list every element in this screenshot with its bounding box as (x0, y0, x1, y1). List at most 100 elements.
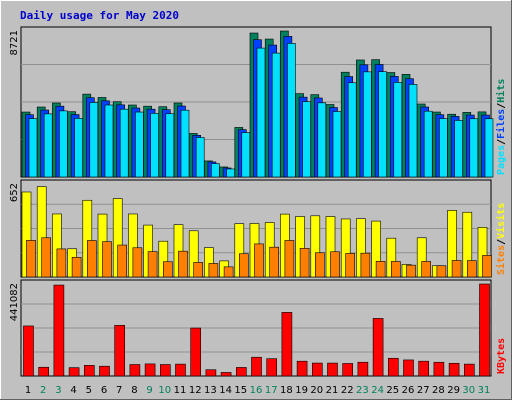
kbytes-bar-kbytes (403, 359, 414, 377)
legend-separator: / (496, 103, 507, 109)
hits-bar-pages (28, 118, 38, 178)
visits-bar-sites (421, 261, 432, 278)
hits-bar-pages (332, 111, 342, 178)
visits-bar-sites (26, 240, 36, 278)
x-tick-label: 11 (174, 385, 187, 396)
x-tick-label: 9 (146, 385, 152, 396)
kbytes-bar-kbytes (99, 365, 110, 377)
x-axis-day-labels: 1 2 3 4 5 6 7 8 9 10 11 12 13 14 15 16 17 18 19 20 21 22 23 24 2… (25, 385, 491, 396)
visits-bar-sites (132, 247, 143, 278)
visits-bar-sites (117, 244, 127, 278)
chart-panels: 8721Pages/Files/Hits652Sites/Visits44108… (9, 26, 507, 377)
x-tick-label: 10 (158, 385, 171, 396)
x-tick-label: 6 (101, 385, 107, 396)
legend-visits: Visits (495, 203, 507, 239)
x-tick-label: 23 (356, 385, 369, 396)
visits-bar-sites (330, 251, 340, 278)
visits-bar-sites (451, 260, 462, 278)
hits-y-max-label: 8721 (9, 30, 20, 55)
hits-bar-pages (104, 104, 114, 178)
visits-series-sites (26, 237, 492, 278)
hits-bar-pages (317, 102, 327, 178)
visits-series-legend: Sites/Visits (495, 203, 507, 275)
hits-bar-pages (287, 43, 296, 178)
hits-bar-pages (211, 163, 220, 178)
hits-bar-pages (378, 71, 387, 178)
x-tick-label: 29 (447, 385, 460, 396)
visits-y-max-label: 652 (9, 183, 20, 202)
hits-bar-pages (484, 118, 494, 178)
kbytes-bar-kbytes (175, 363, 186, 377)
kbytes-bar-kbytes (357, 361, 369, 377)
visits-panel: 652 Sites/Visits (9, 179, 507, 278)
visits-bar-sites (147, 251, 158, 278)
x-tick-label: 3 (55, 385, 61, 396)
visits-bar-sites (269, 246, 280, 278)
x-tick-label: 28 (432, 385, 445, 396)
x-tick-label: 12 (189, 385, 202, 396)
kbytes-bar-kbytes (372, 318, 384, 377)
x-tick-label: 19 (295, 385, 308, 396)
kbytes-bar-kbytes (448, 362, 460, 377)
visits-bar-sites (299, 248, 310, 278)
kbytes-bar-kbytes (190, 327, 201, 377)
x-tick-label: 21 (326, 385, 339, 396)
visits-bar-sites (360, 252, 371, 278)
visits-bar-sites (314, 252, 325, 278)
hits-bar-pages (347, 82, 357, 178)
legend-hits: Hits (495, 79, 507, 103)
kbytes-bar-kbytes (144, 363, 156, 377)
kbytes-bar-kbytes (387, 357, 399, 377)
x-tick-label: 4 (70, 385, 76, 396)
x-tick-label: 5 (86, 385, 92, 396)
legend-separator: / (496, 139, 507, 145)
hits-bar-pages (119, 108, 129, 178)
hits-series-pages (28, 43, 494, 178)
visits-bar-sites (193, 262, 203, 278)
x-tick-label: 7 (116, 385, 122, 396)
visits-bar-sites (466, 260, 477, 278)
x-tick-label: 24 (371, 385, 384, 396)
x-tick-label: 18 (280, 385, 293, 396)
visits-bar-sites (436, 265, 447, 278)
legend-separator: / (496, 239, 507, 245)
visits-bar-sites (71, 257, 82, 278)
x-tick-label: 1 (25, 385, 31, 396)
hits-bar-pages (180, 109, 190, 178)
visits-bar-sites (375, 261, 386, 278)
kbytes-series-legend: KBytes (496, 338, 507, 374)
kbytes-bar-kbytes (236, 367, 247, 377)
kbytes-bar-kbytes (38, 366, 50, 377)
hits-bar-pages (226, 168, 235, 178)
kbytes-series-kbytes (23, 283, 490, 377)
kbytes-bar-kbytes (84, 365, 95, 377)
kbytes-bar-kbytes (220, 372, 232, 377)
hits-bar-pages (43, 113, 53, 178)
kbytes-bar-kbytes (342, 363, 354, 377)
hits-bar-pages (74, 118, 83, 178)
visits-bar-sites (406, 264, 416, 278)
kbytes-bar-kbytes (463, 363, 475, 377)
x-tick-label: 30 (462, 385, 475, 396)
visits-bar-sites (345, 253, 356, 278)
kbytes-bar-kbytes (433, 361, 445, 377)
x-tick-label: 31 (478, 385, 491, 396)
visits-bar-sites (102, 241, 112, 278)
hits-bar-pages (302, 101, 311, 178)
x-tick-label: 14 (219, 385, 232, 396)
visits-bar-sites (254, 243, 264, 278)
x-tick-label: 26 (402, 385, 415, 396)
legend-kbytes: KBytes (496, 338, 507, 374)
legend-pages: Pages (496, 145, 507, 175)
x-tick-label: 25 (386, 385, 399, 396)
legend-sites: Sites (495, 245, 507, 275)
hits-bar-pages (195, 137, 205, 178)
hits-bar-pages (271, 52, 281, 178)
kbytes-bar-kbytes (251, 356, 262, 377)
visits-bar-sites (284, 240, 295, 278)
x-tick-label: 8 (131, 385, 137, 396)
kbytes-bar-kbytes (160, 364, 171, 377)
kbytes-bar-kbytes (205, 369, 217, 377)
